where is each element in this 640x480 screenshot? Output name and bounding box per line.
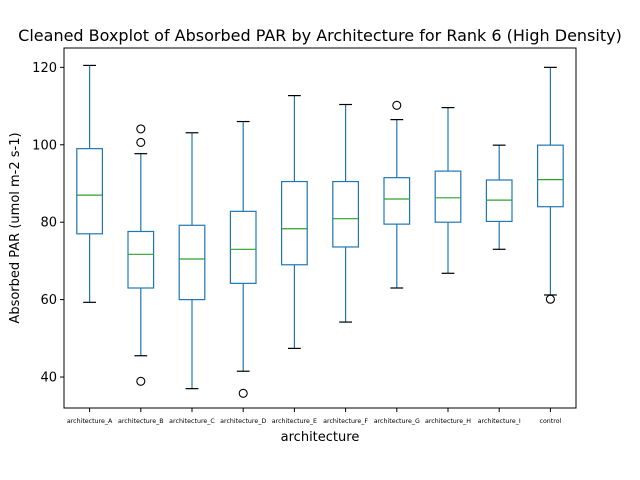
y-axis: 40 60 80 100 120 [32, 61, 64, 386]
y-tick-label: 60 [40, 293, 57, 308]
x-axis: architecture_A architecture_B architecture… [67, 408, 562, 425]
x-tick-label: architecture_C [169, 418, 215, 425]
y-tick-label: 40 [40, 371, 57, 386]
box-body [281, 180, 308, 266]
axes-frame [63, 47, 577, 409]
x-axis-label: architecture [281, 430, 360, 445]
box-architecture_A [76, 64, 104, 303]
x-tick-label: architecture_H [425, 418, 471, 425]
y-tick-label: 120 [32, 61, 57, 76]
box-architecture_I [485, 144, 513, 250]
box-body [332, 180, 359, 248]
x-tick-label: architecture_G [374, 418, 420, 425]
box-body [178, 224, 206, 301]
y-tick-label: 80 [40, 216, 57, 231]
outlier-point [136, 124, 146, 134]
box-architecture_B [127, 124, 155, 386]
y-axis-label: Absorbed PAR (umol m-2 s-1) [8, 132, 23, 323]
box-control [536, 66, 564, 304]
outlier-point [392, 100, 402, 110]
outlier-point [136, 376, 146, 386]
box-body [383, 177, 411, 225]
box-body [229, 210, 257, 284]
box-architecture_E [281, 95, 308, 349]
box-body [76, 148, 104, 235]
x-tick-label: control [539, 418, 561, 425]
x-tick-label: architecture_I [478, 418, 521, 425]
box-architecture_H [434, 107, 462, 274]
x-tick-label: architecture_F [323, 418, 368, 425]
box-architecture_G [383, 100, 411, 289]
x-tick-label: architecture_E [272, 418, 317, 425]
outlier-point [238, 388, 248, 398]
box-architecture_C [178, 132, 206, 390]
box-body [127, 230, 155, 289]
box-body [536, 144, 564, 208]
box-architecture_F [332, 103, 359, 323]
x-tick-label: architecture_A [67, 418, 113, 425]
box-body [434, 170, 462, 223]
y-tick-label: 100 [32, 138, 57, 153]
outlier-point [545, 294, 555, 304]
outlier-point [136, 137, 146, 148]
plot-area [63, 47, 577, 409]
box-architecture_D [229, 120, 257, 398]
x-tick-label: architecture_B [118, 418, 164, 425]
chart-title: Cleaned Boxplot of Absorbed PAR by Archi… [18, 26, 622, 45]
x-tick-label: architecture_D [220, 418, 266, 425]
